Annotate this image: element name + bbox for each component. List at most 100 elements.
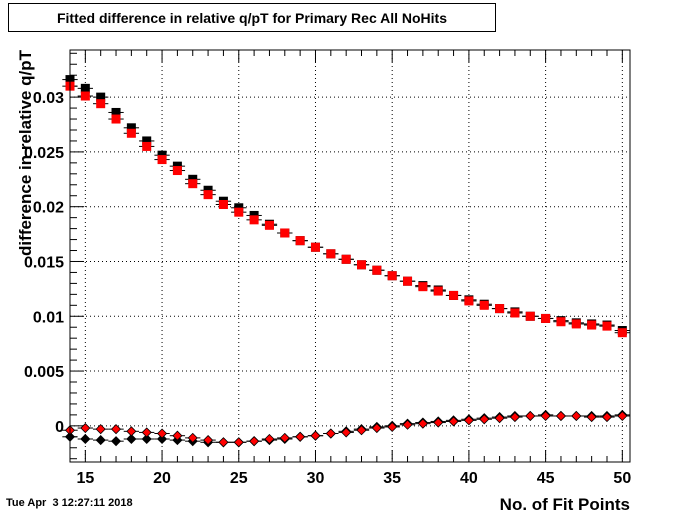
y-tick-label: 0.025 — [24, 145, 64, 162]
y-tick-label: 0.015 — [24, 254, 64, 271]
data-point-diamond — [371, 422, 382, 434]
chart-title-box: Fitted difference in relative q/pT for P… — [8, 3, 496, 32]
data-point-square — [172, 166, 182, 176]
data-point-square — [418, 282, 428, 292]
data-point-diamond — [110, 436, 122, 447]
data-point-square — [326, 249, 336, 259]
data-point-diamond — [601, 412, 613, 423]
data-point-diamond — [617, 410, 628, 422]
data-point-square — [142, 141, 152, 151]
data-point-diamond — [494, 413, 505, 424]
data-point-diamond — [80, 433, 91, 445]
data-point-diamond — [233, 437, 244, 448]
y-tick-label: 0.02 — [33, 200, 64, 217]
x-tick-label: 25 — [230, 470, 248, 487]
data-point-square — [126, 123, 136, 133]
data-point-diamond — [356, 425, 367, 436]
data-point-square — [111, 107, 121, 117]
data-point-square — [433, 286, 443, 296]
data-point-square — [126, 128, 136, 138]
x-tick-label: 40 — [460, 470, 478, 487]
data-point-square — [449, 290, 459, 300]
y-tick-label: 0.005 — [24, 364, 64, 381]
data-point-square — [234, 207, 244, 217]
data-point-diamond — [279, 432, 290, 443]
data-point-square — [142, 136, 152, 146]
data-point-diamond — [448, 416, 459, 427]
data-point-diamond — [417, 418, 428, 429]
data-point-square — [249, 215, 259, 225]
data-point-diamond — [203, 435, 214, 446]
data-point-diamond — [126, 433, 137, 445]
data-point-square — [203, 190, 213, 200]
data-point-square — [341, 254, 351, 264]
data-point-diamond — [479, 414, 490, 425]
data-point-square — [464, 296, 474, 306]
data-point-square — [617, 328, 627, 338]
data-point-square — [96, 92, 106, 102]
data-point-square — [157, 155, 167, 165]
data-point-square — [357, 260, 367, 270]
data-point-square — [188, 179, 198, 189]
data-point-diamond — [110, 424, 122, 435]
data-point-diamond — [218, 437, 229, 448]
data-point-square — [295, 236, 305, 246]
data-point-diamond — [433, 417, 444, 428]
x-tick-label: 20 — [153, 470, 171, 487]
plot-frame — [69, 49, 631, 463]
data-point-diamond — [156, 428, 168, 439]
data-point-diamond — [126, 426, 137, 437]
data-point-square — [495, 304, 505, 314]
data-point-square — [587, 320, 597, 330]
data-point-square — [218, 200, 228, 209]
timestamp: Tue Apr 3 12:27:11 2018 — [6, 497, 133, 509]
data-point-diamond — [172, 430, 183, 441]
data-point-diamond — [187, 432, 198, 443]
data-point-square — [525, 311, 535, 321]
x-tick-label: 35 — [383, 470, 401, 487]
data-point-diamond — [586, 412, 597, 423]
data-point-diamond — [555, 410, 567, 422]
data-point-square — [510, 308, 520, 318]
chart-title: Fitted difference in relative q/pT for P… — [56, 9, 447, 26]
data-point-diamond — [249, 436, 260, 447]
data-point-diamond — [156, 433, 168, 445]
x-tick-label: 45 — [537, 470, 555, 487]
data-point-diamond — [509, 412, 520, 423]
data-point-square — [556, 317, 566, 327]
x-tick-label: 30 — [307, 470, 325, 487]
data-point-square — [387, 271, 397, 281]
y-tick-label: 0 — [55, 419, 64, 436]
y-tick-label: 0.01 — [33, 309, 64, 326]
y-axis-label: difference in relative q/pT — [16, 49, 35, 256]
data-point-diamond — [463, 415, 474, 426]
data-point-square — [479, 300, 489, 310]
data-point-diamond — [141, 427, 152, 438]
x-axis-label: No. of Fit Points — [500, 495, 630, 514]
data-point-square — [602, 321, 612, 331]
data-point-square — [264, 220, 274, 230]
data-point-diamond — [525, 410, 536, 422]
data-point-diamond — [325, 428, 336, 439]
x-tick-label: 50 — [613, 470, 631, 487]
data-point-diamond — [341, 427, 352, 438]
data-point-square — [571, 319, 581, 329]
data-point-square — [310, 242, 320, 252]
data-point-diamond — [402, 419, 413, 430]
data-point-diamond — [295, 431, 306, 442]
data-point-square — [541, 313, 551, 323]
data-point-square — [372, 265, 382, 275]
data-point-diamond — [80, 422, 91, 434]
data-point-diamond — [387, 421, 398, 433]
data-point-diamond — [571, 410, 582, 422]
y-tick-label: 0.03 — [33, 90, 64, 107]
x-tick-label: 15 — [76, 470, 94, 487]
data-point-diamond — [310, 430, 321, 441]
data-point-diamond — [95, 435, 106, 446]
data-point-square — [80, 83, 90, 93]
data-point-square — [80, 91, 90, 101]
data-point-diamond — [540, 410, 551, 422]
data-point-square — [96, 99, 106, 109]
data-point-diamond — [95, 424, 106, 435]
